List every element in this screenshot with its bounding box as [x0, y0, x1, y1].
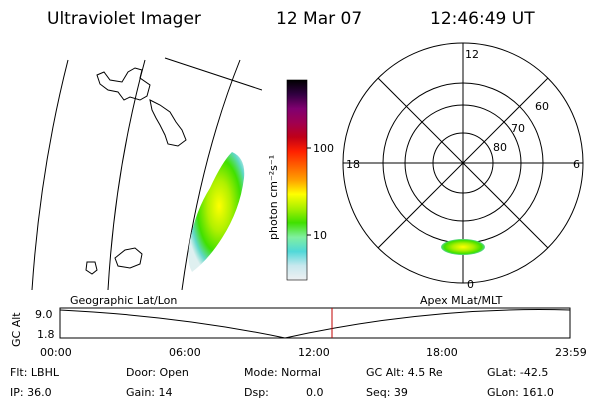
- x-tick-0000: 00:00: [40, 346, 72, 359]
- longitude-line: [181, 59, 241, 290]
- x-tick-1200: 12:00: [298, 346, 330, 359]
- mlt-label-top: 12: [465, 48, 479, 61]
- info-gain: Gain: 14: [126, 386, 173, 399]
- info-seq: Seq: 39: [366, 386, 408, 399]
- x-tick-0600: 06:00: [169, 346, 201, 359]
- date-label: 12 Mar 07: [276, 9, 362, 29]
- info-glon: GLon: 161.0: [487, 386, 554, 399]
- instrument-title: Ultraviolet Imager: [47, 9, 201, 29]
- altitude-curve: [59, 309, 571, 339]
- coastline-new-zealand: [85, 67, 187, 275]
- info-dsp-value: 0.0: [306, 386, 324, 399]
- info-ip: IP: 36.0: [10, 386, 52, 399]
- colorbar-tick-10: 10: [313, 229, 327, 242]
- altitude-y-min: 1.8: [37, 328, 55, 341]
- info-dsp: Dsp:: [244, 386, 269, 399]
- geographic-map: [31, 57, 262, 290]
- lat-label-60: 60: [535, 100, 549, 113]
- info-table: Flt: LBHL IP: 36.0 Door: Open Gain: 14 M…: [10, 366, 554, 399]
- altitude-panel: Geographic Lat/Lon Apex MLat/MLT GC Alt …: [10, 294, 587, 359]
- altitude-plot-frame: [59, 307, 571, 339]
- colorbar-unit-label: photon cm⁻²s⁻¹: [267, 155, 280, 240]
- colorbar: 100 10 photon cm⁻²s⁻¹: [267, 79, 334, 281]
- colorbar-tick-100: 100: [313, 142, 334, 155]
- altitude-y-max: 9.0: [35, 308, 53, 321]
- mlt-label-bottom: 0: [467, 278, 474, 291]
- lat-label-80: 80: [493, 141, 507, 154]
- latitude-line: [164, 57, 262, 91]
- altitude-axis-label: GC Alt: [10, 312, 23, 347]
- longitude-line: [107, 59, 146, 290]
- info-filter: Flt: LBHL: [10, 366, 60, 379]
- aurora-blob-polar: [441, 239, 485, 255]
- lat-label-70: 70: [511, 122, 525, 135]
- geographic-label: Geographic Lat/Lon: [70, 294, 177, 307]
- longitude-line: [31, 59, 69, 290]
- info-mode: Mode: Normal: [244, 366, 321, 379]
- x-tick-1800: 18:00: [426, 346, 458, 359]
- mlt-label-left: 18: [346, 158, 360, 171]
- aurora-blob-geo: [188, 152, 245, 272]
- colorbar-scale: [286, 79, 308, 281]
- time-label: 12:46:49 UT: [430, 9, 535, 29]
- apex-label: Apex MLat/MLT: [420, 294, 503, 307]
- info-glat: GLat: -42.5: [487, 366, 548, 379]
- polar-plot: 12 18 6 0 60 70 80: [342, 42, 584, 291]
- mlt-label-right: 6: [573, 158, 580, 171]
- info-gc-alt: GC Alt: 4.5 Re: [366, 366, 443, 379]
- x-tick-2359: 23:59: [555, 346, 587, 359]
- info-door: Door: Open: [126, 366, 189, 379]
- mlt-meridian: [377, 77, 549, 249]
